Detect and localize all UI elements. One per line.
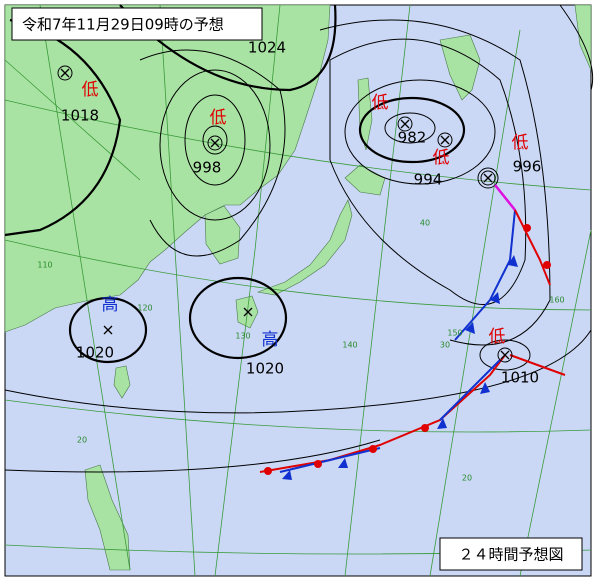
high-symbol: 高 (102, 295, 119, 315)
lat-lon-grid (4, 4, 592, 577)
grid-label: 120 (137, 304, 152, 313)
map-title: 令和7年11月29日09時の予想 (22, 16, 224, 34)
pressure-label: 1010 (501, 369, 539, 387)
low-symbol: 低 (489, 327, 506, 347)
isobar-label: 1024 (248, 39, 286, 57)
pressure-label: 982 (398, 129, 427, 147)
pressure-label: 996 (513, 158, 542, 176)
grid-label: 20 (77, 436, 87, 445)
grid-label: 110 (37, 261, 52, 270)
pressure-label: 1020 (76, 344, 114, 362)
high-symbol: 高 (262, 330, 279, 350)
title-box (11, 7, 263, 41)
footer-box (439, 537, 583, 571)
pressure-label: 994 (414, 171, 443, 189)
center-marks (57, 65, 513, 363)
forecast-label: ２４時間予想図 (458, 546, 563, 564)
isobars (4, 4, 594, 473)
labels: 低 1018 低 998 低 982 低 994 低 996 低 1010 高 … (37, 39, 564, 483)
low-symbol: 低 (433, 148, 450, 168)
grid-label: 40 (420, 219, 430, 228)
grid-label: 140 (342, 341, 357, 350)
grid-label: 30 (440, 341, 450, 350)
grid-label: 130 (235, 332, 250, 341)
low-symbol: 低 (210, 108, 227, 128)
grid-label: 150 (447, 329, 462, 338)
pressure-label: 1020 (246, 360, 284, 378)
pressure-label: 1018 (61, 107, 99, 125)
low-symbol: 低 (82, 80, 99, 100)
land (4, 4, 592, 571)
pressure-label: 998 (193, 159, 222, 177)
grid-label: 20 (462, 474, 472, 483)
low-symbol: 低 (512, 133, 529, 153)
fronts (259, 184, 566, 480)
low-symbol: 低 (372, 93, 389, 113)
grid-label: 160 (549, 296, 564, 305)
